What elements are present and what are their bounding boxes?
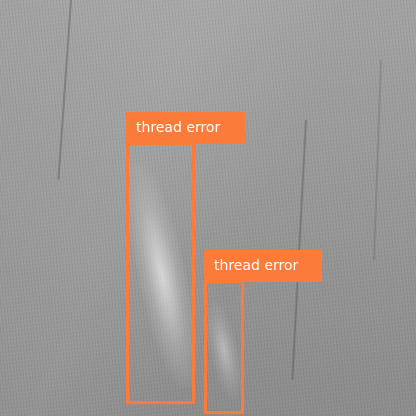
detection-label: thread error [204, 250, 322, 282]
detection-box [204, 280, 244, 414]
detection-label: thread error [126, 112, 245, 144]
detection-box [126, 142, 195, 404]
